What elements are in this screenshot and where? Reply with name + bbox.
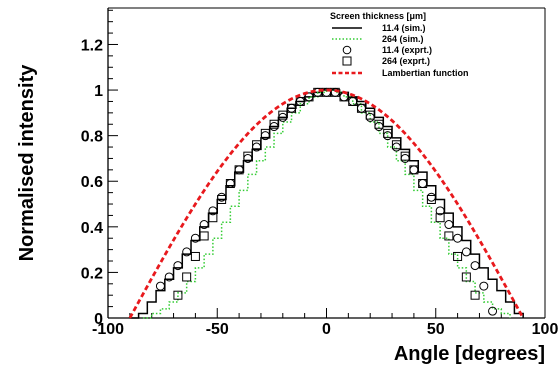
data-point-square — [444, 231, 454, 241]
data-point-square — [322, 87, 331, 97]
y-tick-label: 0 — [94, 311, 103, 328]
series-264-sim- — [142, 89, 511, 319]
data-point-square — [365, 110, 375, 120]
series-line — [128, 88, 525, 319]
data-point-square — [234, 165, 244, 175]
data-point-square — [426, 194, 436, 204]
y-tick-label: 0.6 — [81, 174, 103, 191]
series-11-4-sim- — [129, 89, 524, 319]
data-point-circle — [453, 233, 463, 243]
data-point-circle — [199, 220, 209, 230]
legend-label: 264 (exprt.) — [382, 56, 430, 66]
legend-label: 11.4 (exprt.) — [382, 45, 432, 55]
series-layer — [128, 87, 525, 319]
data-point-square — [453, 251, 463, 261]
data-point-circle — [155, 281, 165, 291]
data-point-circle — [479, 281, 489, 291]
data-point-square — [391, 140, 401, 150]
axis-ticks — [107, 9, 546, 319]
data-point-square — [304, 92, 314, 102]
x-tick-label: 0 — [322, 321, 331, 338]
data-point-square — [461, 272, 471, 282]
data-point-square — [374, 119, 384, 129]
data-point-square — [260, 128, 270, 138]
data-point-circle — [173, 261, 183, 271]
data-point-circle — [488, 306, 498, 316]
data-point-square — [348, 96, 358, 106]
legend-label: 11.4 (sim.) — [382, 23, 426, 33]
data-point-circle — [409, 165, 419, 175]
legend-label: 264 (sim.) — [382, 34, 424, 44]
legend-entry-sim-11: 11.4 (sim.) — [332, 23, 426, 33]
data-point-square — [217, 194, 227, 204]
y-tick-label: 0.4 — [81, 220, 103, 237]
legend-title: Screen thickness [μm] — [330, 11, 426, 21]
data-point-square — [435, 213, 445, 223]
data-point-circle — [164, 272, 174, 282]
data-point-square — [287, 103, 297, 113]
data-point-square — [199, 231, 209, 241]
x-tick-label: 100 — [532, 321, 559, 338]
y-tick-label: 0.2 — [81, 265, 103, 282]
data-point-square — [208, 213, 218, 223]
data-point-circle — [470, 261, 480, 271]
data-point-square — [173, 290, 183, 300]
x-tick-label: -100 — [92, 321, 124, 338]
data-point-circle — [190, 233, 200, 243]
data-point-square — [418, 179, 428, 189]
legend-label: Lambertian function — [382, 68, 469, 78]
series-line — [129, 89, 524, 319]
legend-entry-exp-11: 11.4 (exprt.) — [342, 45, 432, 55]
data-point-circle — [435, 206, 445, 216]
legend-entry-sim-264: 264 (sim.) — [332, 34, 424, 44]
legend-square-marker — [342, 56, 352, 66]
x-axis-title: Angle [degrees] — [394, 343, 545, 365]
data-point-circle — [444, 220, 454, 230]
data-point-circle — [461, 247, 471, 257]
legend-circle-marker — [342, 45, 352, 55]
legend: Screen thickness [μm] 11.4 (sim.) 264 (s… — [330, 11, 469, 78]
tick-labels: -100 -50 0 50 100 0 0.2 0.4 0.6 0.8 1 1.2 — [81, 37, 559, 338]
data-point-circle — [182, 247, 192, 257]
data-point-square — [295, 96, 305, 106]
legend-entry-lambertian: Lambertian function — [332, 68, 469, 78]
x-tick-label: -50 — [206, 321, 229, 338]
data-point-square — [225, 179, 235, 189]
data-point-square — [182, 272, 192, 282]
data-point-square — [252, 140, 262, 150]
data-point-square — [383, 128, 393, 138]
data-point-square — [356, 103, 366, 113]
data-point-circle — [356, 103, 366, 113]
y-tick-label: 1 — [94, 83, 103, 100]
y-tick-label: 0.8 — [81, 129, 103, 146]
series-11-4-exprt- — [155, 87, 498, 316]
series-lambertian-function — [128, 88, 525, 319]
data-point-circle — [208, 206, 218, 216]
data-point-circle — [426, 192, 436, 202]
data-point-square — [278, 110, 288, 120]
data-point-square — [400, 151, 410, 161]
data-point-circle — [418, 179, 428, 189]
y-tick-label: 1.2 — [81, 37, 103, 54]
data-point-square — [409, 165, 419, 175]
legend-entry-exp-264: 264 (exprt.) — [342, 56, 430, 66]
data-point-square — [243, 151, 253, 161]
x-tick-label: 50 — [427, 321, 445, 338]
y-axis-title: Normalised intensity — [16, 64, 38, 262]
data-point-square — [470, 290, 480, 300]
series-line — [142, 89, 511, 319]
data-point-square — [190, 251, 200, 261]
data-point-square — [269, 119, 279, 129]
